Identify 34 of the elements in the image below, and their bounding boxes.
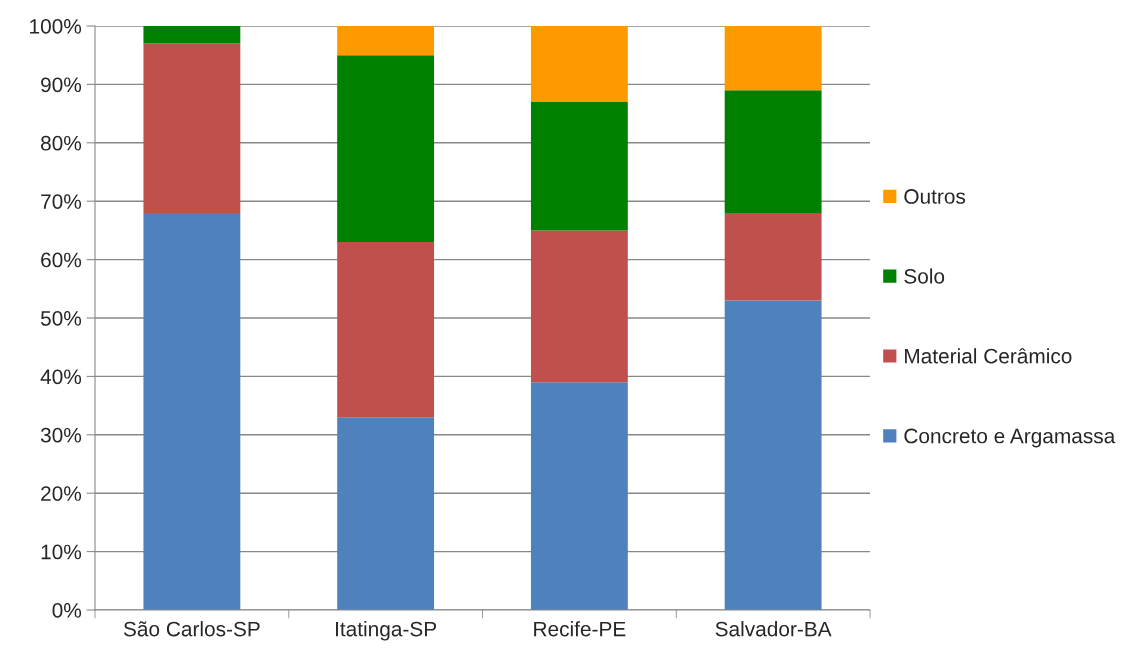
y-tick-label: 100% xyxy=(30,19,82,34)
x-tick-label: Recife-PE xyxy=(534,621,626,637)
y-tick-label: 30% xyxy=(40,427,82,443)
bar xyxy=(337,55,435,243)
y-tick-label: 0% xyxy=(52,603,82,618)
y-tick-label: 10% xyxy=(41,544,82,560)
y-tick-label: 80% xyxy=(41,135,82,151)
bar xyxy=(530,26,628,102)
x-tick-label: São Carlos-SP xyxy=(123,621,260,637)
x-tick-label: Salvador-BA xyxy=(715,621,832,637)
legend-label: Outros xyxy=(904,189,966,204)
bar xyxy=(143,212,241,610)
y-tick-label: 60% xyxy=(41,252,82,268)
bar xyxy=(724,300,822,610)
y-tick-label: 20% xyxy=(41,486,82,501)
bar xyxy=(724,212,822,301)
y-tick-label: 40% xyxy=(40,369,82,385)
y-tick-label: 50% xyxy=(40,311,82,326)
bar xyxy=(724,26,822,91)
bar xyxy=(337,242,435,418)
legend-label: Material Cerâmico xyxy=(905,348,1072,364)
bar xyxy=(337,417,435,610)
y-tick-label: 90% xyxy=(41,77,82,93)
bar xyxy=(530,230,628,383)
legend-label: Solo xyxy=(904,268,945,284)
bar xyxy=(337,26,435,56)
y-tick-label: 70% xyxy=(41,194,82,209)
bar xyxy=(143,26,241,44)
bar xyxy=(724,90,822,213)
x-tick-label: Itatinga-SP xyxy=(336,621,437,641)
bar xyxy=(530,382,628,610)
bar xyxy=(143,43,241,213)
bar xyxy=(530,101,628,231)
legend-label: Concreto e Argamassa xyxy=(904,428,1116,448)
